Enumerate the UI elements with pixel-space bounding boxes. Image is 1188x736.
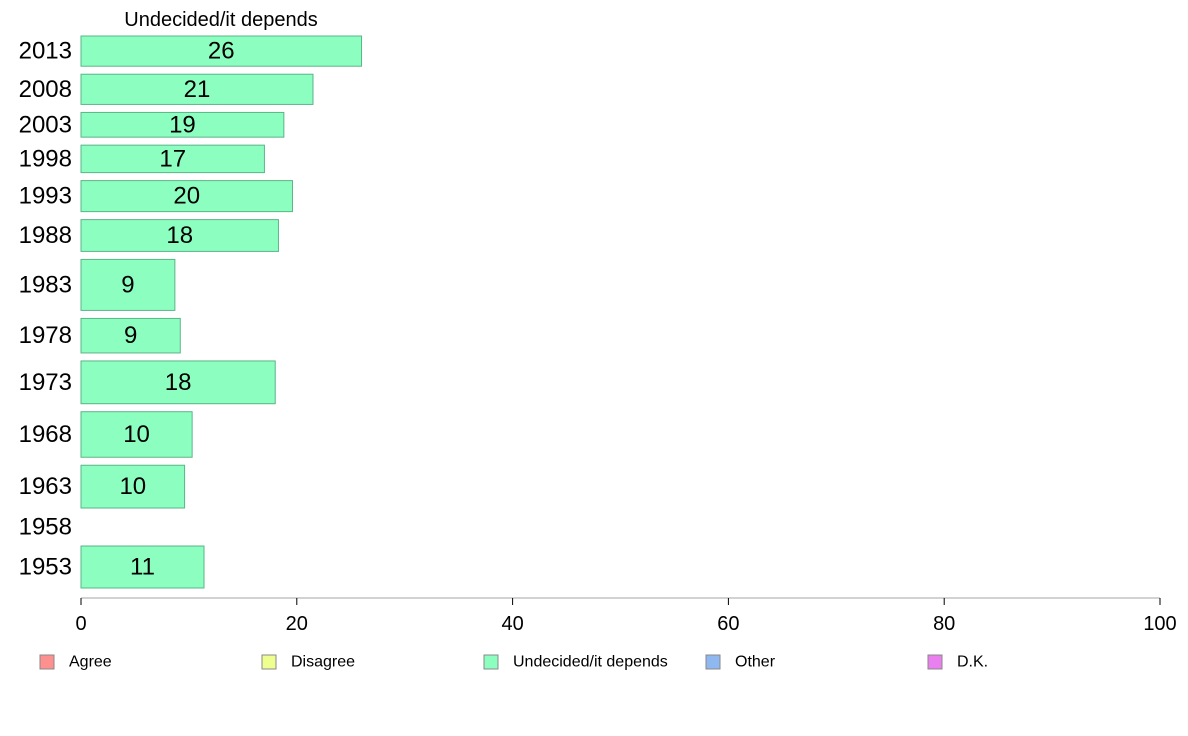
bar-value-label: 9 <box>121 271 134 298</box>
bar-value-label: 10 <box>123 421 150 448</box>
category-label: 1998 <box>19 145 72 172</box>
legend-swatch <box>261 654 277 670</box>
bar-value-label: 18 <box>166 222 193 249</box>
category-label: 1973 <box>19 369 72 396</box>
legend: Agree Disagree Undecided/it depends Other D.… <box>39 654 988 671</box>
legend-label: Agree <box>69 654 112 671</box>
x-tick-label: 60 <box>717 613 739 635</box>
x-axis: 0 20 40 60 80 100 <box>75 597 1177 635</box>
bars-group: 2013 26 2008 21 2003 19 1998 17 1993 20 1988 18 1983… <box>19 35 363 589</box>
x-tick-label: 20 <box>286 613 308 635</box>
bar <box>80 111 285 138</box>
bar-value-label: 10 <box>119 473 146 500</box>
x-tick-label: 100 <box>1143 613 1176 635</box>
legend-swatch <box>483 654 499 670</box>
x-tick-label: 40 <box>501 613 523 635</box>
bar <box>80 464 186 509</box>
bar <box>80 219 279 252</box>
bar-value-label: 26 <box>208 38 235 65</box>
legend-label: Undecided/it depends <box>513 654 668 671</box>
legend-label: Disagree <box>291 654 355 671</box>
category-label: 1963 <box>19 473 72 500</box>
legend-label: Other <box>735 654 776 671</box>
x-tick-label: 80 <box>933 613 955 635</box>
bar <box>80 360 276 405</box>
bar <box>80 180 293 213</box>
bar-value-label: 9 <box>124 322 137 349</box>
bar <box>80 258 176 311</box>
legend-swatch <box>39 654 55 670</box>
bar-value-label: 18 <box>165 369 192 396</box>
x-tick-label: 0 <box>75 613 86 635</box>
category-label: 2013 <box>19 38 72 65</box>
category-label: 1953 <box>19 554 72 581</box>
legend-label: D.K. <box>957 654 988 671</box>
category-label: 1978 <box>19 322 72 349</box>
bar-value-label: 11 <box>130 554 155 581</box>
category-label: 1968 <box>19 421 72 448</box>
category-label: 1988 <box>19 222 72 249</box>
bar-value-label: 20 <box>173 183 200 210</box>
legend-swatch <box>927 654 943 670</box>
bar-value-label: 19 <box>169 111 196 138</box>
category-label: 1993 <box>19 183 72 210</box>
category-label: 2008 <box>19 76 72 103</box>
bar-value-label: 17 <box>159 145 186 172</box>
bar <box>80 35 363 67</box>
category-label: 2003 <box>19 111 72 138</box>
bar <box>80 411 193 458</box>
category-label: 1983 <box>19 271 72 298</box>
bar <box>80 545 205 589</box>
bar <box>80 144 265 174</box>
bar <box>80 317 181 354</box>
bar <box>80 73 314 105</box>
bar-value-label: 21 <box>184 76 211 103</box>
legend-swatch <box>705 654 721 670</box>
chart-title: Undecided/it depends <box>124 9 317 31</box>
category-label: 1958 <box>19 514 72 541</box>
